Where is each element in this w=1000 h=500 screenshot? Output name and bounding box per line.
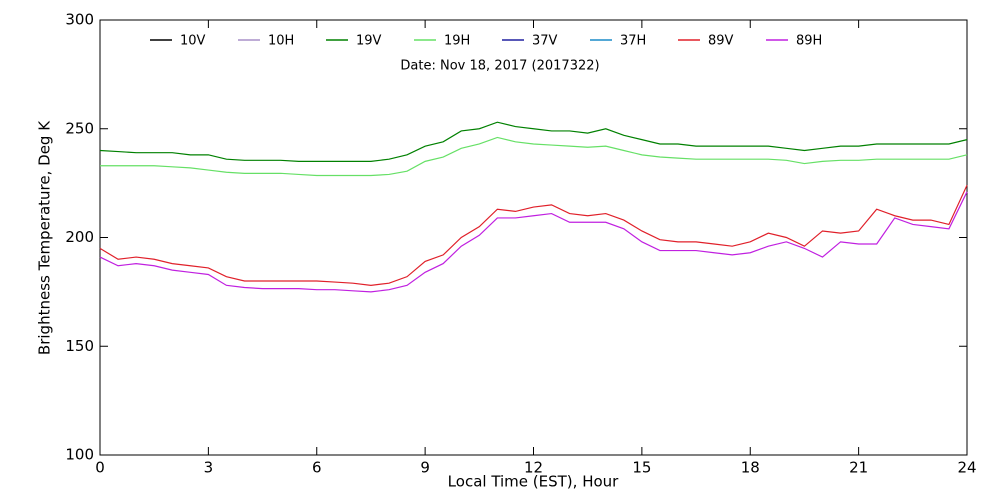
series-line: [99, 121, 968, 162]
series-line: [99, 191, 968, 293]
y-tick-label: 200: [65, 228, 94, 246]
y-tick-label: 250: [65, 119, 94, 137]
y-tick-label: 100: [65, 446, 94, 464]
y-tick-label: 300: [65, 11, 94, 29]
x-axis-label: Local Time (EST), Hour: [448, 473, 619, 491]
x-tick-label: 9: [420, 459, 430, 477]
x-tick-label: 18: [741, 459, 760, 477]
legend-label: 19H: [444, 34, 470, 49]
legend-label: 37H: [620, 34, 646, 49]
y-tick-label: 150: [65, 337, 94, 355]
legend-label: 10H: [268, 34, 294, 49]
legend-label: 89V: [708, 34, 734, 49]
legend-label: 37V: [532, 34, 558, 49]
x-tick-label: 3: [204, 459, 214, 477]
series-line: [100, 136, 968, 177]
x-tick-label: 21: [849, 459, 868, 477]
x-tick-label: 12: [524, 459, 543, 477]
legend-label: 89H: [796, 34, 822, 49]
legend-label: 10V: [180, 34, 206, 49]
x-tick-label: 24: [957, 459, 976, 477]
annotation: Date: Nov 18, 2017 (2017322): [400, 59, 599, 74]
x-tick-label: 6: [312, 459, 322, 477]
series-line: [99, 185, 968, 286]
y-axis-label: Brightness Temperature, Deg K: [36, 120, 54, 355]
x-tick-label: 15: [632, 459, 651, 477]
legend-label: 19V: [356, 34, 382, 49]
x-tick-label: 0: [95, 459, 105, 477]
plot-frame: [99, 19, 968, 456]
